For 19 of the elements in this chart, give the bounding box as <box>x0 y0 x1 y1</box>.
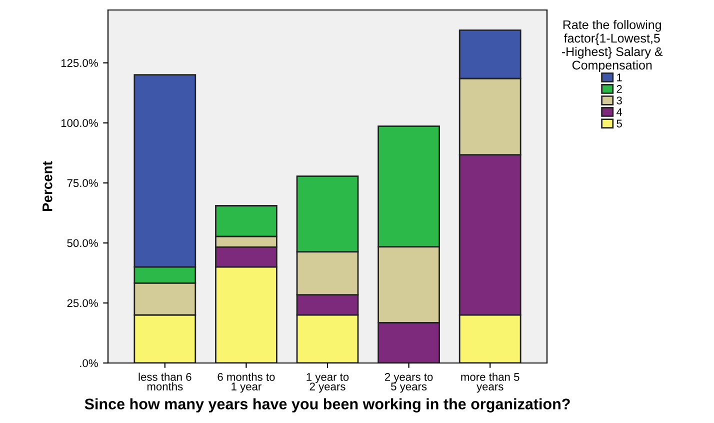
y-tick-label: .0% <box>80 359 98 368</box>
legend-label: 1 <box>617 74 622 82</box>
legend-label: 2 <box>616 85 622 93</box>
x-tick-label: more than 5 years <box>461 372 520 393</box>
y-tick-label: 125.0% <box>61 59 98 67</box>
x-axis-title: Since how many years have you been working in the organization? <box>84 398 570 412</box>
x-tick-label: 1 year to 2 years <box>306 373 349 393</box>
y-tick-label: 25.0% <box>67 299 98 308</box>
x-tick-label: less than 6 months <box>138 372 192 390</box>
x-tick-label: 2 years to 5 years <box>384 373 433 393</box>
y-tick-label: 75.0% <box>67 179 98 188</box>
legend-label: 5 <box>616 120 622 128</box>
x-tick-label: 6 months to 1 year <box>218 372 275 393</box>
y-tick-label: 100.0% <box>61 119 98 127</box>
y-tick-label: 50.0% <box>67 239 98 248</box>
legend-label: 3 <box>616 96 622 104</box>
legend-title: Rate the following factor{1-Lowest,5 -Highest} Salary & Compensation <box>562 20 663 72</box>
y-axis-title: Percent <box>42 161 52 212</box>
legend-label: 4 <box>616 108 622 116</box>
